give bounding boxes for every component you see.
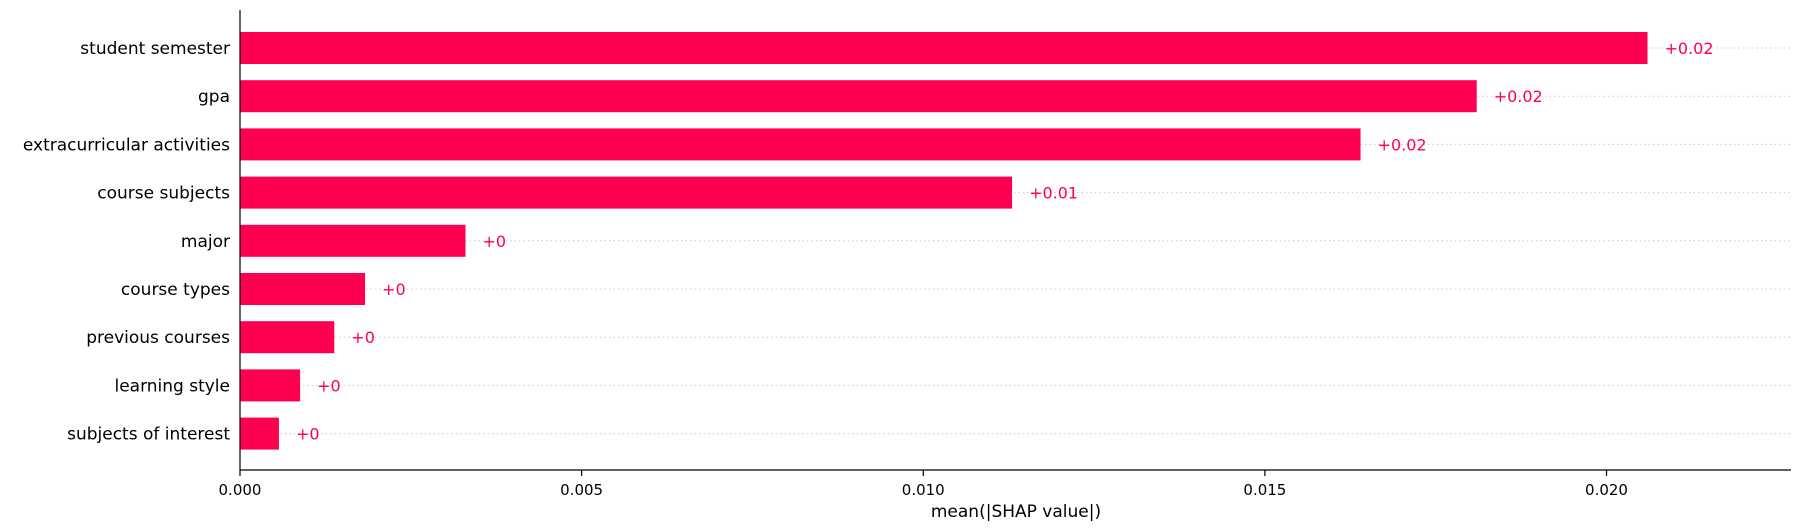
bar: [240, 80, 1477, 113]
x-tick-label: 0.020: [1585, 481, 1628, 499]
bar-value-label: +0.02: [1494, 87, 1543, 106]
bar: [240, 369, 301, 402]
bar-value-label: +0: [317, 376, 341, 395]
x-tick-label: 0.010: [902, 481, 945, 499]
y-tick-label: learning style: [114, 376, 230, 396]
bar: [240, 176, 1013, 209]
y-tick-label: subjects of interest: [67, 425, 230, 445]
bar: [240, 417, 279, 450]
x-tick-label: 0.015: [1243, 481, 1286, 499]
label-layer: +0.02 student semester +0.02 gpa +0.02 extrac…: [23, 39, 1714, 445]
bar-value-label: +0.01: [1029, 184, 1078, 203]
y-tick-label: course types: [121, 280, 230, 300]
bar-value-label: +0: [351, 328, 375, 347]
y-tick-label: course subjects: [97, 184, 230, 204]
bar: [240, 273, 366, 305]
bar: [240, 224, 466, 257]
bar-value-label: +0.02: [1665, 39, 1714, 58]
axis-layer: 0.000 0.005 0.010 0.015 0.020: [219, 10, 1791, 499]
x-axis-title: mean(|SHAP value|): [931, 502, 1101, 522]
bar: [240, 128, 1361, 161]
y-tick-label: gpa: [198, 87, 230, 107]
bar: [240, 321, 335, 354]
x-tick-label: 0.000: [219, 481, 262, 499]
x-tick-label: 0.005: [560, 481, 603, 499]
bar-value-label: +0: [296, 425, 320, 444]
y-tick-label: student semester: [80, 39, 230, 59]
y-tick-label: extracurricular activities: [23, 135, 230, 155]
y-tick-label: previous courses: [86, 328, 230, 348]
bar-layer: [240, 32, 1648, 450]
bar-value-label: +0: [382, 280, 406, 299]
bar: [240, 32, 1648, 64]
bar-value-label: +0.02: [1378, 135, 1427, 154]
bar-value-label: +0: [482, 232, 506, 251]
y-tick-label: major: [181, 232, 230, 252]
